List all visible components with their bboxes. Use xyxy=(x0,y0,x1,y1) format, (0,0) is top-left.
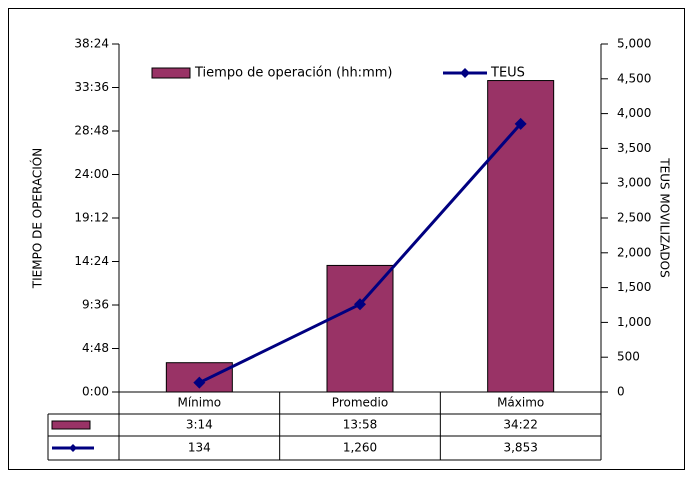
y-tick-label: 9:36 xyxy=(82,298,109,312)
y-tick-label: 19:12 xyxy=(74,211,109,225)
y-tick-label: 4:48 xyxy=(82,341,109,355)
y2-axis-title: TEUS MOVILIZADOS xyxy=(658,157,672,277)
table-value: 3:14 xyxy=(186,418,213,432)
category-label: Promedio xyxy=(332,396,388,410)
y2-tick-label: 4,500 xyxy=(617,71,651,85)
y-tick-label: 24:00 xyxy=(74,167,109,181)
y2-tick-label: 2,500 xyxy=(617,211,651,225)
table-value: 134 xyxy=(188,441,211,455)
y2-tick-label: 3,000 xyxy=(617,176,651,190)
table-value: 1,260 xyxy=(343,441,377,455)
y-tick-label: 28:48 xyxy=(74,124,109,138)
table-key xyxy=(51,420,91,430)
bar xyxy=(326,264,394,393)
line-marker xyxy=(514,117,527,130)
y-axis-title: TIEMPO DE OPERACIÓN xyxy=(30,148,45,289)
table-value: 34:22 xyxy=(503,418,538,432)
legend-label: Tiempo de operación (hh:mm) xyxy=(194,66,392,81)
category-label: Máximo xyxy=(497,396,544,410)
table-key xyxy=(69,444,77,452)
y2-tick-label: 0 xyxy=(617,385,625,399)
y-tick-label: 14:24 xyxy=(74,254,109,268)
y2-tick-label: 1,000 xyxy=(617,315,651,329)
y2-tick-label: 500 xyxy=(617,350,640,364)
bar xyxy=(487,80,555,393)
table-value: 13:58 xyxy=(343,418,378,432)
line-marker xyxy=(354,298,366,311)
legend-swatch xyxy=(460,68,470,78)
y-tick-label: 0:00 xyxy=(82,385,109,399)
table-value: 3,853 xyxy=(503,441,537,455)
chart-border xyxy=(8,8,685,470)
y2-tick-label: 2,000 xyxy=(617,245,651,259)
legend-label: TEUS xyxy=(490,66,525,81)
legend-swatch xyxy=(151,67,191,79)
y-tick-label: 33:36 xyxy=(74,80,109,94)
category-label: Mínimo xyxy=(177,396,221,410)
y2-tick-label: 4,000 xyxy=(617,106,651,120)
y2-tick-label: 1,500 xyxy=(617,280,651,294)
y2-tick-label: 5,000 xyxy=(617,37,651,51)
y2-tick-label: 3,500 xyxy=(617,141,651,155)
y-tick-label: 38:24 xyxy=(74,37,109,51)
line-marker xyxy=(193,376,206,389)
